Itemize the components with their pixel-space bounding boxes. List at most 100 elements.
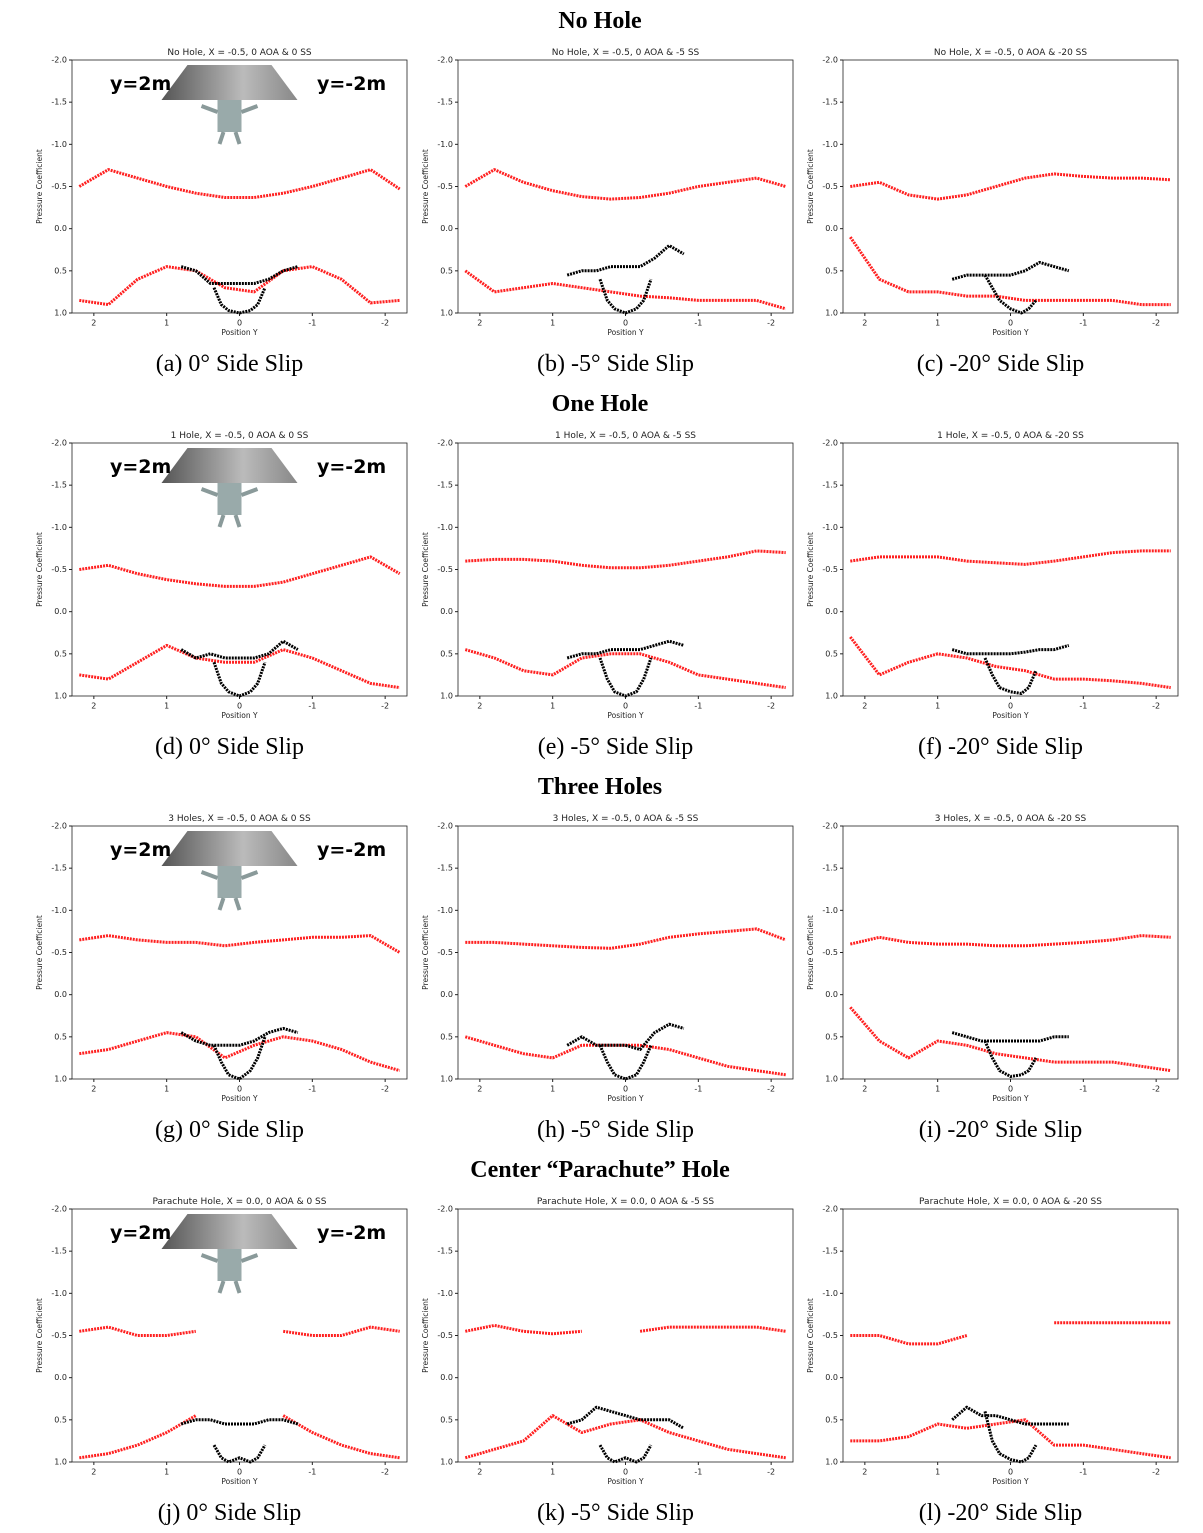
section-heading: Center “Parachute” Hole: [470, 1157, 730, 1183]
series-line: [985, 275, 1036, 313]
y-tick-label: -1.5: [822, 481, 838, 490]
x-tick-label: 2: [91, 319, 96, 328]
caption: (j) 0° Side Slip: [158, 1500, 302, 1526]
series-line: [952, 1033, 1069, 1041]
figure: No HoleOne HoleThree HolesCenter “Parach…: [0, 0, 1203, 1533]
x-tick-label: -1: [308, 702, 316, 711]
aircraft-body: [218, 483, 242, 515]
x-tick-label: 1: [164, 1085, 169, 1094]
subplot-title: No Hole, X = -0.5, 0 AOA & -20 SS: [934, 48, 1088, 58]
y-tick-label: -1.5: [51, 481, 67, 490]
y-tick-label: -0.5: [51, 948, 67, 957]
y-tick-label: 1.0: [825, 1458, 838, 1467]
annotation: y=-2m: [317, 73, 386, 95]
section-heading: Three Holes: [538, 774, 662, 800]
x-tick-label: 0: [237, 319, 242, 328]
y-tick-label: -2.0: [822, 822, 838, 831]
y-tick-label: -0.5: [437, 565, 453, 574]
x-axis-label: Position Y: [221, 1477, 258, 1486]
plot-frame: [458, 826, 793, 1079]
y-tick-label: -1.0: [437, 523, 453, 532]
series-line: [850, 637, 1170, 688]
y-tick-label: 0.5: [440, 1415, 453, 1424]
annotation: y=2m: [110, 456, 171, 478]
x-tick-label: -1: [1079, 1085, 1087, 1094]
subplot: Parachute Hole, X = 0.0, 0 AOA & -20 SS-…: [806, 1197, 1178, 1526]
y-tick-label: -2.0: [822, 439, 838, 448]
y-tick-label: -2.0: [822, 1205, 838, 1214]
x-tick-label: 1: [935, 319, 940, 328]
subplot-title: 3 Holes, X = -0.5, 0 AOA & -5 SS: [553, 814, 699, 824]
series-line: [79, 1327, 399, 1335]
x-tick-label: 2: [862, 702, 867, 711]
x-tick-label: 2: [477, 1468, 482, 1477]
x-tick-label: -2: [1152, 702, 1160, 711]
y-axis-label: Pressure Coefficient: [421, 149, 430, 224]
x-axis-label: Position Y: [607, 711, 644, 720]
y-tick-label: -2.0: [437, 1205, 453, 1214]
y-tick-label: -1.0: [822, 1289, 838, 1298]
aircraft-wing: [162, 831, 298, 866]
aircraft-wing: [162, 1214, 298, 1249]
subplot-title: 3 Holes, X = -0.5, 0 AOA & -20 SS: [935, 814, 1087, 824]
x-tick-label: -2: [381, 1468, 389, 1477]
x-tick-label: 1: [935, 702, 940, 711]
aircraft-wing: [162, 448, 298, 483]
annotation: y=2m: [110, 839, 171, 861]
x-tick-label: -2: [767, 319, 775, 328]
subplot: 1 Hole, X = -0.5, 0 AOA & -5 SS-2.0-1.5-…: [421, 431, 793, 760]
subplot: No Hole, X = -0.5, 0 AOA & 0 SS-2.0-1.5-…: [35, 48, 407, 377]
x-tick-label: -1: [308, 319, 316, 328]
y-tick-label: -0.5: [51, 182, 67, 191]
x-tick-label: 2: [477, 702, 482, 711]
x-axis-label: Position Y: [607, 1094, 644, 1103]
y-tick-label: 0.0: [825, 1373, 838, 1382]
y-tick-label: 0.5: [825, 1032, 838, 1041]
y-tick-label: 1.0: [440, 1458, 453, 1467]
caption: (g) 0° Side Slip: [155, 1117, 304, 1143]
x-tick-label: -2: [767, 702, 775, 711]
series-line: [985, 658, 1036, 694]
x-tick-label: 1: [550, 1468, 555, 1477]
y-tick-label: -0.5: [437, 948, 453, 957]
y-axis-label: Pressure Coefficient: [806, 532, 815, 607]
subplot: No Hole, X = -0.5, 0 AOA & -20 SS-2.0-1.…: [806, 48, 1178, 377]
y-axis-label: Pressure Coefficient: [806, 1298, 815, 1373]
plot-frame: [458, 1209, 793, 1462]
series-line: [214, 662, 265, 696]
x-tick-label: 1: [935, 1468, 940, 1477]
series-line: [600, 658, 651, 696]
series-line: [181, 1420, 298, 1424]
y-tick-label: 1.0: [54, 309, 67, 318]
x-tick-label: 1: [935, 1085, 940, 1094]
y-tick-label: -2.0: [437, 56, 453, 65]
series-line: [214, 288, 265, 313]
caption: (h) -5° Side Slip: [537, 1117, 694, 1143]
caption: (e) -5° Side Slip: [538, 734, 694, 760]
x-tick-label: 0: [623, 702, 628, 711]
y-tick-label: -1.0: [51, 1289, 67, 1298]
y-tick-label: -2.0: [51, 822, 67, 831]
series-line: [79, 1416, 399, 1458]
subplot: 1 Hole, X = -0.5, 0 AOA & 0 SS-2.0-1.5-1…: [35, 431, 407, 760]
y-tick-label: 0.5: [54, 1415, 67, 1424]
y-tick-label: -1.0: [51, 140, 67, 149]
y-tick-label: -0.5: [822, 1331, 838, 1340]
subplot-title: 3 Holes, X = -0.5, 0 AOA & 0 SS: [168, 814, 311, 824]
y-tick-label: -1.5: [822, 98, 838, 107]
x-tick-label: 0: [1008, 1085, 1013, 1094]
y-tick-label: -1.5: [437, 864, 453, 873]
y-tick-label: 0.0: [440, 224, 453, 233]
x-tick-label: -2: [767, 1085, 775, 1094]
x-tick-label: 2: [862, 1468, 867, 1477]
y-tick-label: 1.0: [440, 309, 453, 318]
x-axis-label: Position Y: [992, 1477, 1029, 1486]
y-tick-label: -1.0: [437, 1289, 453, 1298]
subplot-title: No Hole, X = -0.5, 0 AOA & 0 SS: [167, 48, 312, 58]
y-tick-label: -2.0: [51, 56, 67, 65]
series-line: [600, 1045, 651, 1079]
x-tick-label: 1: [550, 319, 555, 328]
y-tick-label: -1.5: [437, 98, 453, 107]
y-tick-label: -0.5: [437, 182, 453, 191]
series-line: [79, 557, 399, 587]
